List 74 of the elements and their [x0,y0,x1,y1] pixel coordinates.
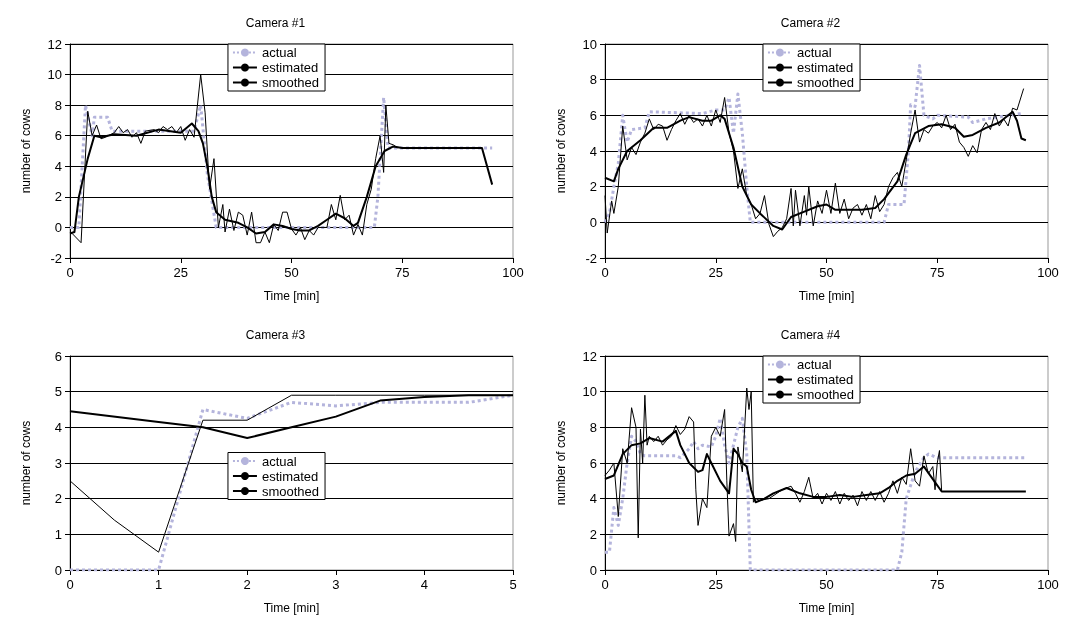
y-tick-label: 10 [47,67,62,83]
y-axis-title: number of cows [554,108,568,194]
y-tick-label: -2 [585,250,597,266]
legend-label: smoothed [796,75,855,90]
y-tick-label: 5 [54,384,62,400]
y-tick-label: 1 [54,526,62,542]
legend-label: actual [796,45,832,60]
chart-title: Camera #1 [245,16,306,30]
chart-title: Camera #2 [780,16,841,30]
x-tick-label: 100 [502,265,524,280]
y-tick-label: 0 [589,562,597,578]
x-tick-label: 4 [420,577,429,592]
x-tick-label: 5 [509,577,517,592]
x-tick-label: 3 [332,577,340,592]
y-tick-label: 8 [589,419,597,435]
y-tick-label: 4 [589,491,597,507]
y-tick-label: 0 [54,219,62,235]
x-tick-label: 100 [1037,577,1059,592]
x-tick-label: 75 [930,577,945,592]
legend-label: smoothed [261,483,320,499]
y-tick-label: 12 [47,36,62,52]
chart-title: Camera #4 [780,328,841,342]
x-axis-title: Time [min] [798,601,855,615]
x-tick-label: 0 [66,577,74,592]
y-tick-label: 6 [589,107,597,123]
y-tick-label: 0 [589,214,597,230]
y-tick-label: 12 [582,348,597,364]
x-tick-label: 0 [601,265,609,280]
chart-title: Camera #3 [245,328,306,342]
legend-label: estimated [796,372,854,387]
x-tick-label: 1 [154,577,163,592]
legend-label: smoothed [796,387,855,402]
y-tick-label: -2 [50,250,62,266]
y-tick-label: 0 [54,562,62,578]
legend-label: actual [261,45,297,60]
y-tick-label: 8 [54,97,62,113]
y-tick-label: 2 [589,526,597,542]
x-tick-label: 0 [66,265,74,280]
y-tick-label: 10 [582,36,597,52]
y-axis-title: number of cows [19,108,33,194]
x-axis-title: Time [min] [798,289,855,303]
legend-label: actual [261,453,297,469]
legend-label: estimated [261,468,319,484]
y-tick-label: 2 [54,491,62,507]
y-tick-label: 4 [54,419,62,435]
y-tick-label: 2 [54,189,62,205]
y-tick-label: 4 [589,143,597,159]
y-axis-title: number of cows [554,420,568,506]
legend-label: estimated [261,60,319,75]
legend-label: smoothed [261,75,320,90]
x-tick-label: 50 [819,265,834,280]
y-tick-label: 6 [589,455,597,471]
x-tick-label: 75 [930,265,945,280]
x-tick-label: 75 [395,265,410,280]
x-tick-label: 50 [819,577,834,592]
x-tick-label: 0 [601,577,609,592]
legend-label: actual [796,357,832,372]
y-tick-label: 3 [54,455,62,471]
legend-label: estimated [796,60,854,75]
y-tick-label: 6 [54,348,62,364]
x-axis-title: Time [min] [263,289,320,303]
x-axis-title: Time [min] [263,601,320,615]
x-tick-label: 2 [243,577,251,592]
y-axis-title: number of cows [19,420,33,506]
x-tick-label: 25 [708,265,723,280]
y-tick-label: 2 [589,179,597,195]
y-tick-label: 10 [582,384,597,400]
y-tick-label: 8 [589,72,597,88]
x-tick-label: 25 [708,577,723,592]
y-tick-label: 6 [54,128,62,144]
x-tick-label: 100 [1037,265,1059,280]
x-tick-label: 50 [284,265,299,280]
y-tick-label: 4 [54,158,62,174]
x-tick-label: 25 [173,265,188,280]
